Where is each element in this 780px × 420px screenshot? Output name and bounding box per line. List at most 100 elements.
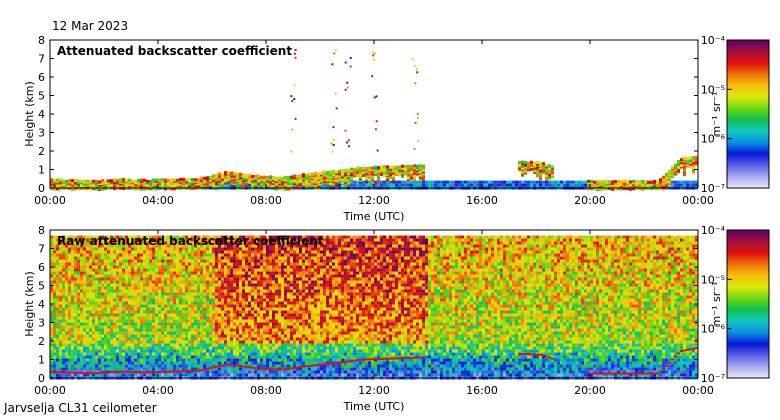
heatmap-cell (53, 247, 56, 251)
heatmap-cell (176, 319, 179, 323)
heatmap-cell (575, 180, 578, 184)
heatmap-cell (74, 373, 77, 377)
heatmap-cell (140, 280, 143, 284)
heatmap-cell (56, 295, 59, 299)
heatmap-cell (215, 286, 218, 290)
heatmap-cell (158, 337, 161, 341)
heatmap-cell (128, 268, 131, 272)
heatmap-cell (68, 358, 71, 362)
heatmap-cell (152, 313, 155, 317)
heatmap-cell (149, 289, 152, 293)
heatmap-cell (410, 165, 413, 169)
heatmap-cell (68, 355, 71, 359)
heatmap-cell (188, 310, 191, 314)
heatmap-cell (233, 244, 236, 248)
heatmap-cell (107, 265, 110, 269)
heatmap-cell (59, 277, 62, 281)
heatmap-cell (59, 235, 62, 239)
heatmap-cell (179, 373, 182, 377)
heatmap-cell (572, 183, 575, 187)
heatmap-cell (59, 262, 62, 266)
heatmap-cell (143, 349, 146, 353)
heatmap-cell (77, 328, 80, 332)
heatmap-cell (200, 349, 203, 353)
heatmap-cell (110, 334, 113, 338)
heatmap-cell (146, 337, 149, 341)
heatmap-cell (173, 271, 176, 275)
heatmap-cell (452, 183, 455, 187)
heatmap-cell (131, 241, 134, 245)
heatmap-cell (83, 313, 86, 317)
heatmap-cell (86, 337, 89, 341)
heatmap-cell (179, 235, 182, 239)
heatmap-cell (83, 355, 86, 359)
heatmap-cell (146, 274, 149, 278)
heatmap-cell (131, 301, 134, 305)
heatmap-cell (176, 235, 179, 239)
heatmap-cell (158, 307, 161, 311)
heatmap-cell (101, 325, 104, 329)
heatmap-cell (143, 322, 146, 326)
heatmap-cell (134, 256, 137, 260)
heatmap-cell (518, 160, 521, 164)
heatmap-cell (206, 241, 209, 245)
heatmap-cell (68, 343, 71, 347)
heatmap-cell (125, 307, 128, 311)
heatmap-cell (164, 241, 167, 245)
heatmap-cell (161, 274, 164, 278)
heatmap-cell (200, 337, 203, 341)
heatmap-cell (98, 268, 101, 272)
heatmap-cell (62, 361, 65, 365)
heatmap-cell (224, 310, 227, 314)
heatmap-cell (488, 183, 491, 187)
heatmap-cell (212, 355, 215, 359)
heatmap-cell (167, 301, 170, 305)
heatmap-cell (176, 238, 179, 242)
heatmap-cell (107, 313, 110, 317)
heatmap-cell (56, 307, 59, 311)
heatmap-cell (86, 301, 89, 305)
heatmap-cell (98, 355, 101, 359)
heatmap-cell (116, 280, 119, 284)
heatmap-cell (209, 262, 212, 266)
heatmap-cell (77, 367, 80, 371)
heatmap-cell (146, 298, 149, 302)
heatmap-cell (53, 244, 56, 248)
heatmap-cell (245, 174, 248, 178)
heatmap-cell (80, 244, 83, 248)
heatmap-cell (179, 325, 182, 329)
heatmap-cell (104, 274, 107, 278)
heatmap-cell (137, 343, 140, 347)
heatmap-cell (116, 352, 119, 356)
heatmap-cell (221, 259, 224, 263)
heatmap-cell (209, 343, 212, 347)
heatmap-cell (62, 259, 65, 263)
heatmap-cell (215, 298, 218, 302)
heatmap-cell (479, 183, 482, 187)
heatmap-cell (140, 349, 143, 353)
heatmap-cell (242, 173, 245, 177)
heatmap-cell (152, 349, 155, 353)
heatmap-cell (71, 238, 74, 242)
heatmap-cell (113, 289, 116, 293)
heatmap-cell (80, 265, 83, 269)
heatmap-cell (626, 179, 629, 183)
heatmap-cell (104, 364, 107, 368)
heatmap-cell (392, 165, 395, 169)
heatmap-cell (230, 307, 233, 311)
heatmap-cell (191, 238, 194, 242)
heatmap-cell (104, 238, 107, 242)
heatmap-cell (104, 280, 107, 284)
heatmap-cell (188, 244, 191, 248)
heatmap-cell (194, 310, 197, 314)
heatmap-cell (494, 183, 497, 187)
heatmap-cell (227, 328, 230, 332)
heatmap-cell (104, 343, 107, 347)
heatmap-cell (194, 349, 197, 353)
heatmap-cell (170, 325, 173, 329)
heatmap-cell (53, 271, 56, 275)
heatmap-cell (476, 183, 479, 187)
heatmap-cell (74, 346, 77, 350)
heatmap-cell (140, 355, 143, 359)
heatmap-cell (278, 176, 281, 180)
